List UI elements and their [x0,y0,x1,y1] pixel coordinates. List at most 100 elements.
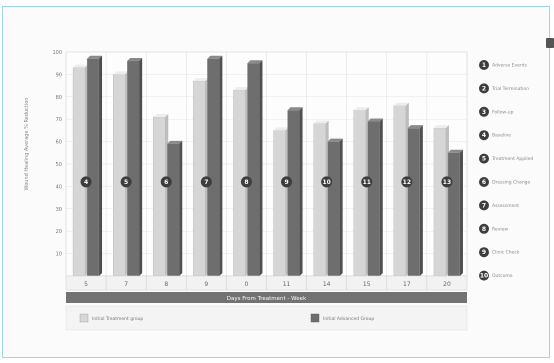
side-marker-number: 5 [482,156,486,163]
x-tick-label: 8 [164,281,168,288]
side-marker [479,153,489,164]
bar-top [287,107,303,111]
bar-marker [361,176,373,188]
bar-side [219,55,223,276]
x-axis-title: Days From Treatment - Week [227,296,307,302]
bar-marker [200,176,212,188]
bar-series1 [113,74,126,277]
bar-marker-label: 13 [443,179,451,186]
bar-marker [120,176,132,188]
side-marker [479,106,489,117]
side-marker-label: Baseline [492,133,511,139]
bar-marker-label: 8 [244,179,248,186]
bar-series2 [86,58,100,277]
x-tick-label: 9 [204,281,208,288]
side-marker [479,130,489,141]
bar-top [193,78,209,82]
side-marker-label: Follow-up [492,109,514,115]
x-tick-label: 20 [443,281,451,288]
y-tick-label: 90 [56,72,62,78]
bar-marker [160,176,172,188]
y-tick-label: 40 [56,184,62,190]
bar-marker-label: 4 [84,179,88,186]
side-marker [479,83,489,94]
bar-marker [240,176,252,188]
bar-top [407,125,423,129]
bar-series1 [273,130,286,277]
bar-marker [401,176,413,188]
bar-side [179,140,183,276]
bar-side [419,125,423,276]
x-axis-title-band [66,292,467,303]
y-tick-label: 10 [56,252,62,258]
bar-series2 [287,110,300,277]
bar-series1 [153,116,166,277]
bar-series2 [247,63,260,277]
side-marker-label: Treatment Applied [491,156,533,162]
x-tick-label: 14 [323,281,331,288]
side-marker-number: 7 [482,202,486,209]
y-tick-label: 30 [56,207,62,213]
x-tick-label: 17 [403,281,411,288]
bar-side [299,107,303,277]
side-marker-label: Adverse Events [492,63,528,69]
bar-series2 [167,143,180,277]
y-tick-label: 50 [56,162,62,168]
bar-marker-label: 5 [124,179,128,186]
x-tick-label: 7 [124,281,128,288]
bar-series2 [327,141,340,277]
bar-top [153,113,169,117]
bar-marker-label: 9 [284,179,288,186]
bar-top [433,125,449,129]
bar-top [273,127,289,131]
bar-series2 [367,121,380,277]
y-tick-label: 70 [56,117,62,123]
y-tick-label: 20 [56,229,62,235]
bar-marker-label: 6 [164,179,168,186]
y-tick-label: 100 [52,50,62,56]
x-tick-label: 5 [84,281,88,288]
bar-side [259,60,263,277]
side-marker [479,247,489,258]
side-marker-label: Dressing Change [492,180,531,186]
bar-top [353,107,369,111]
bar-side [459,149,463,276]
bar-series1 [313,123,326,277]
bar-top [313,120,329,124]
bar-series2 [447,152,461,277]
x-tick-label: 15 [363,281,371,288]
side-marker-number: 8 [482,226,486,233]
side-marker [479,60,489,70]
side-marker-label: Outcome [492,273,513,279]
bar-series1 [72,67,86,277]
bar-series1 [353,110,366,277]
bar-top [127,57,143,61]
y-axis-title: Wound Healing Average % Reduction [24,98,30,191]
side-marker-label: Trial Termination [491,86,529,92]
x-tick-label: 11 [283,281,291,288]
side-marker-number: 1 [482,62,486,69]
bar-side [139,57,143,277]
bar-series2 [127,60,140,277]
legend-label-series2: Initial Advanced Group [323,316,374,322]
bar-top [113,71,129,75]
side-marker [479,177,489,187]
bar-marker-label: 12 [403,179,411,186]
bar-top [327,138,343,142]
side-marker-label: Assessment [492,203,519,209]
bar-top [447,149,463,153]
bar-top [87,55,103,59]
bar-marker-label: 10 [322,179,330,186]
side-marker-label: Clinic Check [492,250,520,256]
corner-mark [546,38,554,48]
bar-side [99,55,103,276]
bar-top [167,140,183,144]
bar-top [73,64,89,68]
side-marker [479,270,489,281]
bar-top [367,118,383,122]
bar-top [207,55,223,59]
side-marker-label: Review [492,226,508,232]
side-marker-number: 3 [482,109,486,116]
bar-top [233,87,249,91]
